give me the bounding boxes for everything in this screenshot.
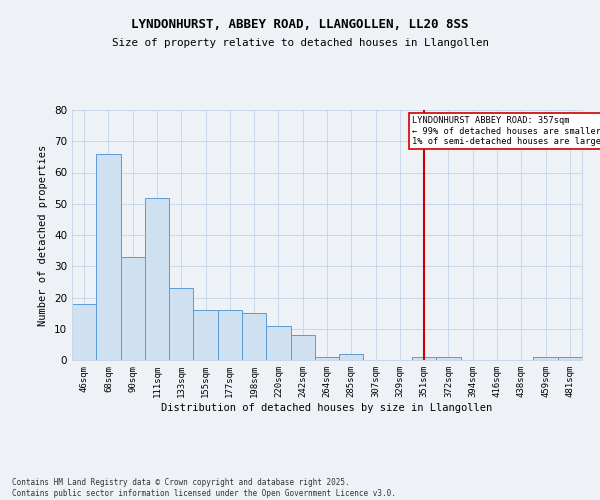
Text: Contains HM Land Registry data © Crown copyright and database right 2025.
Contai: Contains HM Land Registry data © Crown c… bbox=[12, 478, 396, 498]
Bar bbox=[436, 357, 461, 360]
Text: LYNDONHURST, ABBEY ROAD, LLANGOLLEN, LL20 8SS: LYNDONHURST, ABBEY ROAD, LLANGOLLEN, LL2… bbox=[131, 18, 469, 30]
Text: Size of property relative to detached houses in Llangollen: Size of property relative to detached ho… bbox=[112, 38, 488, 48]
Bar bbox=[558, 357, 582, 360]
Bar bbox=[533, 357, 558, 360]
Bar bbox=[96, 154, 121, 360]
Bar bbox=[315, 357, 339, 360]
Bar bbox=[145, 198, 169, 360]
Bar bbox=[266, 326, 290, 360]
X-axis label: Distribution of detached houses by size in Llangollen: Distribution of detached houses by size … bbox=[161, 402, 493, 412]
Bar bbox=[121, 257, 145, 360]
Bar bbox=[218, 310, 242, 360]
Bar bbox=[193, 310, 218, 360]
Bar bbox=[72, 304, 96, 360]
Bar bbox=[412, 357, 436, 360]
Bar bbox=[169, 288, 193, 360]
Text: LYNDONHURST ABBEY ROAD: 357sqm
← 99% of detached houses are smaller (246)
1% of : LYNDONHURST ABBEY ROAD: 357sqm ← 99% of … bbox=[412, 116, 600, 146]
Y-axis label: Number of detached properties: Number of detached properties bbox=[38, 144, 49, 326]
Bar bbox=[242, 313, 266, 360]
Bar bbox=[290, 335, 315, 360]
Bar bbox=[339, 354, 364, 360]
